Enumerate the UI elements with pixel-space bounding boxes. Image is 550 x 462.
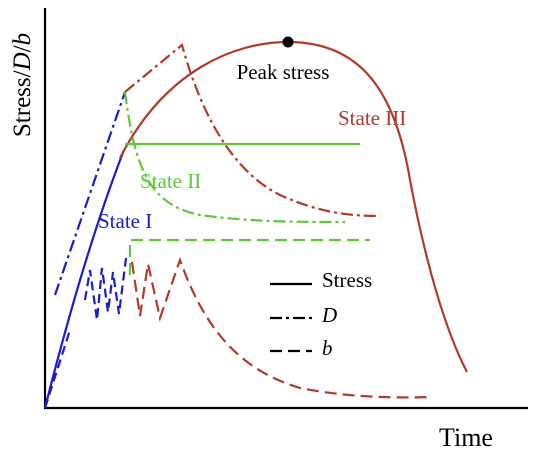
x-axis-label: Time <box>439 423 493 452</box>
legend: Stress D b <box>270 268 372 360</box>
d-curve-state1 <box>53 91 127 296</box>
peak-label: Peak stress <box>237 60 330 84</box>
stress-curve-state3 <box>119 40 468 373</box>
state2-label: State II <box>140 169 201 193</box>
d-curve-state2 <box>123 91 346 224</box>
peak-point <box>282 36 294 48</box>
state1-label: State I <box>98 209 152 233</box>
state3-label: State III <box>338 106 406 130</box>
d-curve-state3 <box>124 43 381 218</box>
b-curve-state1 <box>43 257 128 409</box>
stress-curve-state1 <box>43 149 126 409</box>
b-curve-state2 <box>128 238 370 275</box>
legend-label: D <box>321 303 337 327</box>
b-curve-state3 <box>130 256 433 399</box>
legend-label: b <box>322 336 333 360</box>
legend-label: Stress <box>322 268 372 292</box>
y-axis-label: Stress/D/b <box>9 33 36 137</box>
